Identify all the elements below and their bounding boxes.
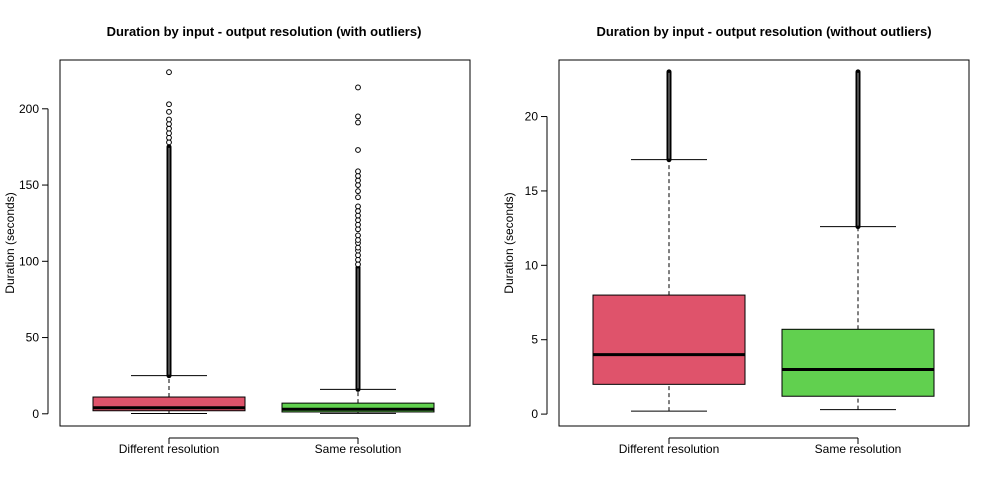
panel-2-xtick-different: Different resolution xyxy=(619,442,720,456)
outliers xyxy=(355,84,361,392)
outlier-point xyxy=(355,194,361,201)
panel-2-plot: 0 5 10 15 20 xyxy=(525,59,970,444)
panel-1: Duration by input - output resolution (w… xyxy=(3,24,421,456)
y-tick-label: 50 xyxy=(26,331,40,345)
outlier-point xyxy=(166,116,172,123)
outlier-point xyxy=(166,108,172,115)
outliers xyxy=(166,69,172,379)
y-tick-label: 10 xyxy=(525,258,539,272)
outlier-point xyxy=(355,84,361,91)
panel-2-ylabel: Duration (seconds) xyxy=(502,192,516,293)
y-tick-label: 0 xyxy=(32,407,39,421)
panel-2-xtick-same: Same resolution xyxy=(815,442,902,456)
outlier-point xyxy=(166,69,172,76)
panel-2-title: Duration by input - output resolution (w… xyxy=(596,24,931,39)
outlier-point xyxy=(355,188,361,195)
panel-1-plot: 0 50 100 150 200 xyxy=(19,59,471,444)
y-tick-label: 150 xyxy=(19,178,39,192)
y-tick-label: 0 xyxy=(531,407,538,421)
panel-2: Duration by input - output resolution (w… xyxy=(502,24,932,456)
outlier-point xyxy=(355,203,361,210)
panel-1-frame xyxy=(59,59,471,427)
outlier-point xyxy=(355,232,361,239)
outlier-point xyxy=(355,147,361,153)
box-same-resolution xyxy=(281,84,435,414)
box-different-resolution xyxy=(92,69,246,414)
y-tick-label: 200 xyxy=(19,102,39,116)
box-same-resolution xyxy=(781,69,935,411)
box-different-resolution xyxy=(592,69,746,412)
outlier-point xyxy=(355,119,361,126)
y-tick-label: 20 xyxy=(525,110,539,124)
outlier-point xyxy=(355,113,361,120)
box-iqr xyxy=(781,328,935,397)
y-tick-label: 100 xyxy=(19,254,39,268)
outlier-point xyxy=(355,168,361,175)
y-tick-label: 15 xyxy=(525,184,539,198)
outlier-point xyxy=(166,101,172,108)
panel-1-title: Duration by input - output resolution (w… xyxy=(107,24,422,39)
panel-2-frame xyxy=(558,59,970,427)
panel-1-ylabel: Duration (seconds) xyxy=(3,192,17,293)
box-iqr xyxy=(592,294,746,385)
box-iqr xyxy=(281,402,435,413)
panel-1-xtick-different: Different resolution xyxy=(119,442,220,456)
y-tick-label: 5 xyxy=(531,333,538,347)
panel-1-xtick-same: Same resolution xyxy=(315,442,402,456)
